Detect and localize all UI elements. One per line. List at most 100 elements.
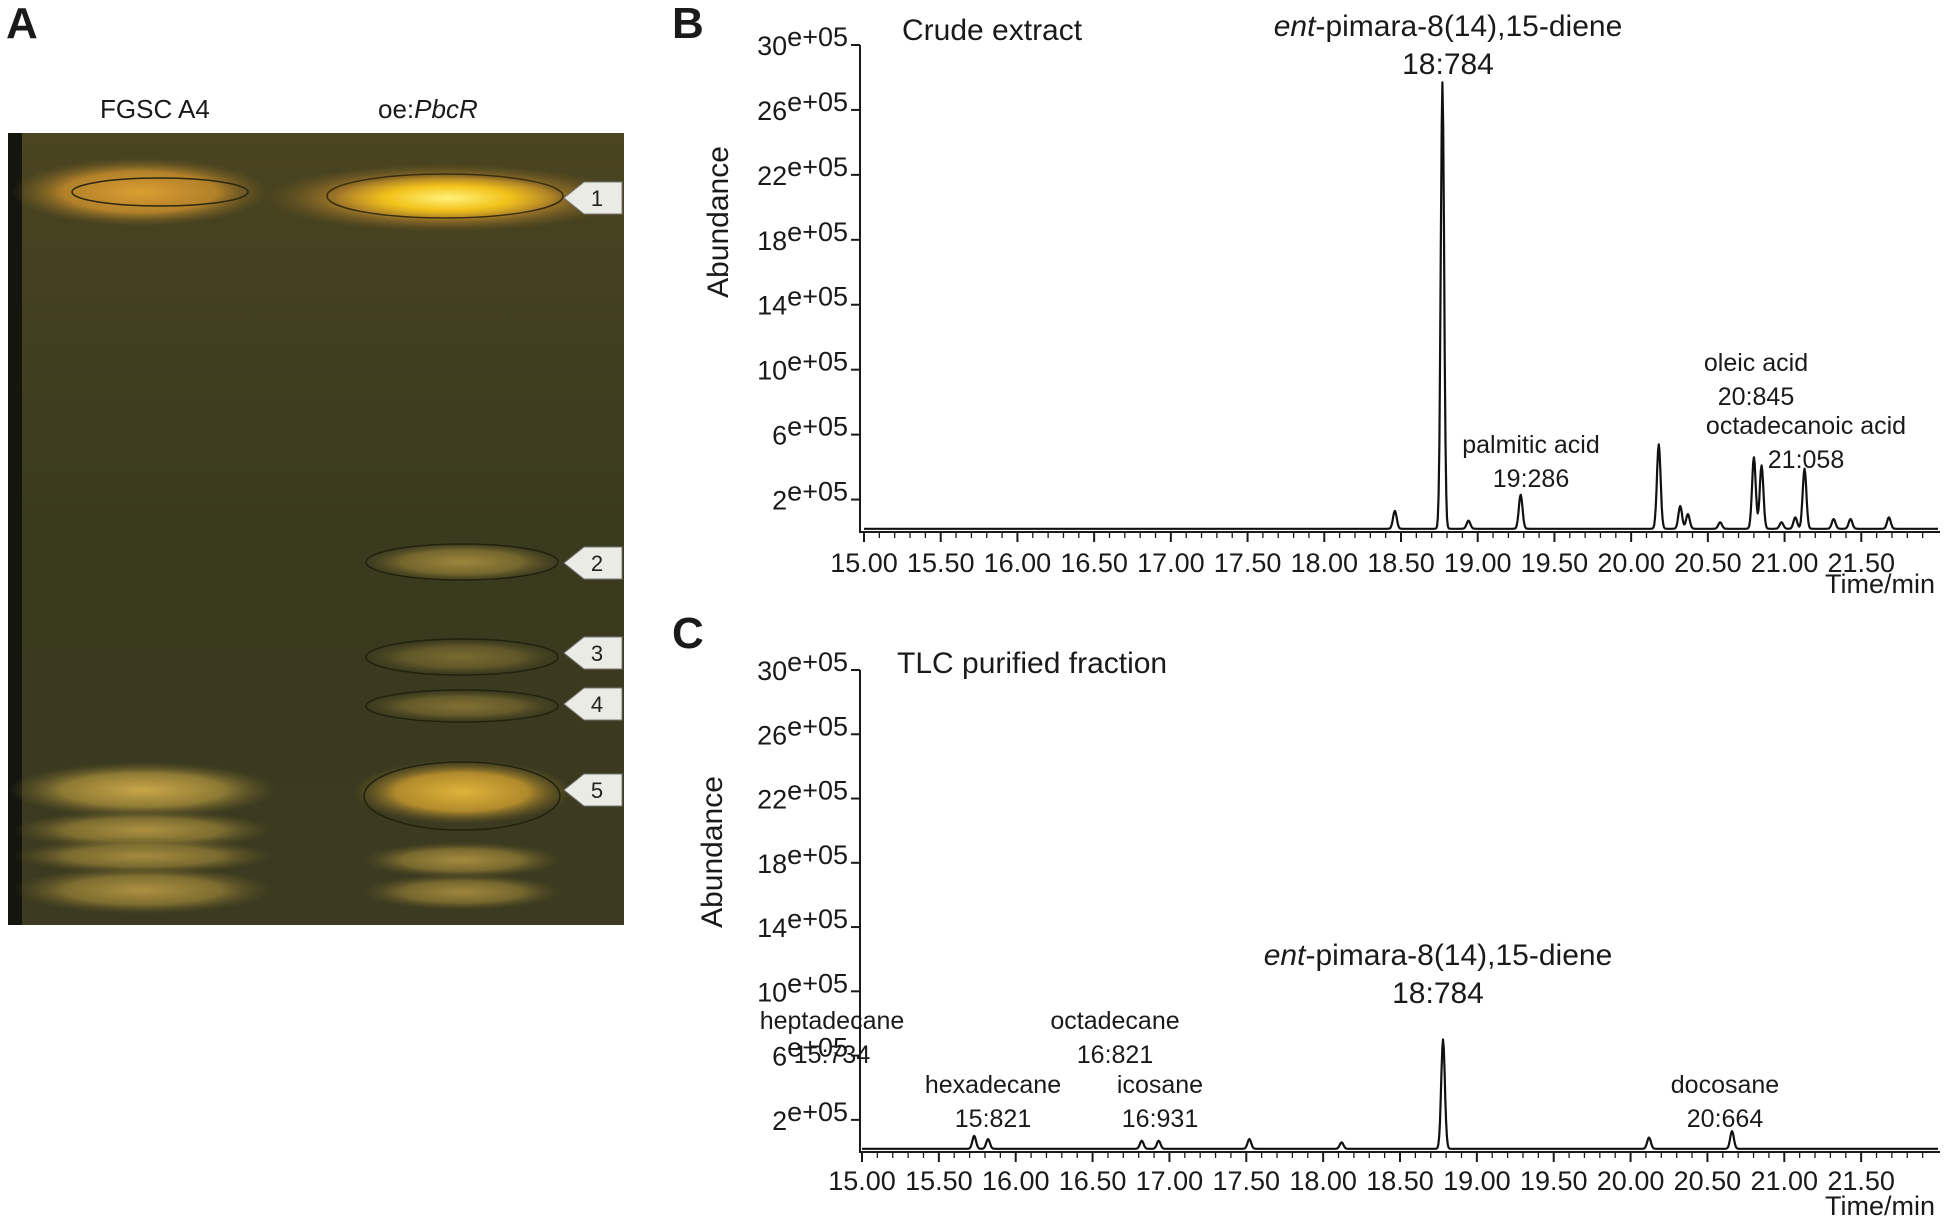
y-tick-label: 22e+05 bbox=[757, 152, 848, 191]
x-tick-label: 16.50 bbox=[1060, 548, 1128, 578]
band-marker-label-2: 2 bbox=[591, 551, 603, 576]
tlc-left-band-8 bbox=[13, 866, 273, 914]
chart-c-trace bbox=[861, 1038, 1939, 1150]
chart-c-annotation-docosane-rt: 20:664 bbox=[1687, 1105, 1764, 1133]
tlc-right-band-2 bbox=[362, 542, 562, 582]
y-tick-label: 2e+05 bbox=[772, 1097, 848, 1136]
x-tick-label: 15.50 bbox=[905, 1166, 973, 1196]
tlc-outline-band-1 bbox=[326, 173, 564, 219]
tlc-right-band-1 bbox=[336, 176, 560, 220]
chart-b-trace bbox=[863, 81, 1939, 530]
band-marker-2: 2 bbox=[563, 546, 623, 580]
x-tick-label: 21.00 bbox=[1750, 1166, 1818, 1196]
band-marker-4: 4 bbox=[563, 687, 623, 721]
y-tick-label: 30e+05 bbox=[757, 647, 848, 686]
x-tick-label: 15.00 bbox=[828, 1166, 896, 1196]
chart-c-annotation-pimaradiene: ent-pimara-8(14),15-diene bbox=[1264, 939, 1613, 972]
tlc-left-band-5 bbox=[8, 762, 278, 818]
tlc-outline-band-5 bbox=[363, 761, 561, 831]
chart-c-y-ticks: 2e+05 6e+05 10e+05 14e+05 18e+05 22e+05 26e+05… bbox=[757, 647, 860, 1136]
x-tick-label: 21.50 bbox=[1827, 548, 1895, 578]
chart-b-annotation-octadecanoic-rt: 21:058 bbox=[1768, 446, 1844, 474]
chart-b-annotation-pimaradiene: ent-pimara-8(14),15-diene bbox=[1274, 10, 1623, 43]
x-tick-label: 15.50 bbox=[907, 548, 975, 578]
chart-b-axes bbox=[859, 45, 1940, 533]
tlc-left-band-7 bbox=[13, 838, 273, 874]
panel-letter-b: B bbox=[672, 0, 704, 48]
chart-b-annotation-oleic-rt: 20:845 bbox=[1718, 383, 1794, 411]
chart-c-annotation-octadecane: octadecane bbox=[1050, 1007, 1179, 1035]
x-tick-label: 16.50 bbox=[1059, 1166, 1127, 1196]
x-tick-label: 15.00 bbox=[830, 548, 898, 578]
panel-letter-a: A bbox=[6, 0, 38, 48]
tlc-outline-band-2 bbox=[365, 543, 559, 581]
y-tick-label: 22e+05 bbox=[757, 776, 848, 815]
x-tick-label: 16.00 bbox=[982, 1166, 1050, 1196]
chart-c-annotation-octadecane-rt: 16:821 bbox=[1077, 1041, 1153, 1069]
tlc-outline-band-4 bbox=[365, 689, 559, 723]
chart-b-annotation-octadecanoic: octadecanoic acid bbox=[1706, 412, 1906, 440]
y-tick-label: 6e+05 bbox=[772, 1033, 848, 1072]
chart-c-title: TLC purified fraction bbox=[897, 647, 1167, 680]
tlc-right-band-6 bbox=[362, 842, 562, 878]
tlc-right-band-7 bbox=[362, 874, 562, 910]
x-tick-label: 18.50 bbox=[1367, 548, 1435, 578]
tlc-left-origin bbox=[12, 158, 268, 226]
x-tick-label: 16.00 bbox=[984, 548, 1052, 578]
chart-c-annotation-icosane-rt: 16:931 bbox=[1122, 1105, 1198, 1133]
chart-b-annotation-palmitic-rt: 19:286 bbox=[1493, 465, 1569, 493]
x-tick-label: 21.00 bbox=[1751, 548, 1819, 578]
x-tick-label: 20.50 bbox=[1674, 1166, 1742, 1196]
y-tick-label: 10e+05 bbox=[757, 968, 848, 1007]
tlc-right-band-4 bbox=[364, 690, 560, 722]
x-tick-label: 18.00 bbox=[1289, 1166, 1357, 1196]
x-tick-label: 18.50 bbox=[1366, 1166, 1434, 1196]
lane-label-gene: PbcR bbox=[414, 94, 478, 124]
x-tick-label: 17.50 bbox=[1214, 548, 1282, 578]
chart-c-annotation-pimaradiene-rest: -pimara-8(14),15-diene bbox=[1305, 939, 1612, 972]
tlc-right-band-3 bbox=[364, 639, 560, 675]
x-tick-label: 18.00 bbox=[1290, 548, 1358, 578]
x-tick-label: 17.00 bbox=[1137, 548, 1205, 578]
panel-letter-c: C bbox=[672, 609, 704, 658]
x-tick-label: 19.50 bbox=[1520, 1166, 1588, 1196]
chart-tlc-purified: TLC purified fraction Abundance 15.00 15.… bbox=[696, 647, 1940, 1220]
chart-c-annotation-docosane: docosane bbox=[1671, 1071, 1779, 1099]
x-tick-label: 19.50 bbox=[1521, 548, 1589, 578]
chart-c-ylabel: Abundance bbox=[696, 776, 729, 928]
x-tick-label: 20.50 bbox=[1674, 548, 1742, 578]
y-tick-label: 10e+05 bbox=[757, 347, 848, 386]
chart-b-annotation-oleic: oleic acid bbox=[1704, 349, 1808, 377]
y-tick-label: 30e+05 bbox=[757, 22, 848, 61]
x-tick-label: 21.50 bbox=[1827, 1166, 1895, 1196]
x-tick-label: 19.00 bbox=[1443, 1166, 1511, 1196]
chart-c-xlabel: Time/min bbox=[1825, 1191, 1935, 1220]
chart-c-x-ticks: 15.00 15.50 16.00 16.50 17.00 17.50 18.00 18.50… bbox=[828, 1152, 1924, 1196]
tlc-right-band-5 bbox=[352, 760, 572, 824]
chart-c-annotation-hexadecane: hexadecane bbox=[925, 1071, 1061, 1099]
band-marker-1: 1 bbox=[563, 181, 623, 215]
chart-c-annotation-pimaradiene-prefix: ent bbox=[1264, 939, 1307, 972]
chart-b-xlabel: Time/min bbox=[1825, 569, 1935, 599]
y-tick-label: 18e+05 bbox=[757, 217, 848, 256]
y-tick-label: 26e+05 bbox=[757, 711, 848, 750]
band-marker-label-1: 1 bbox=[591, 186, 603, 211]
x-tick-label: 17.50 bbox=[1212, 1166, 1280, 1196]
x-tick-label: 19.00 bbox=[1444, 548, 1512, 578]
chart-c-annotation-pimaradiene-rt: 18:784 bbox=[1392, 977, 1484, 1010]
chart-b-y-ticks: 2e+05 6e+05 10e+05 14e+05 18e+05 22e+05 26e+05… bbox=[757, 22, 860, 516]
tlc-band-markers: 1 2 3 4 5 bbox=[563, 181, 623, 807]
chart-c-axes bbox=[859, 670, 1940, 1153]
lane-label-oe-pbcr: oe:PbcR bbox=[378, 94, 478, 124]
chart-c-annotation-heptadecane: heptadecane bbox=[760, 1007, 905, 1035]
chart-c-annotation-heptadecane-rt: 15:734 bbox=[794, 1041, 871, 1069]
y-tick-label: 14e+05 bbox=[757, 904, 848, 943]
chart-b-ylabel: Abundance bbox=[702, 146, 735, 298]
chart-b-title: Crude extract bbox=[902, 14, 1083, 47]
y-tick-label: 18e+05 bbox=[757, 840, 848, 879]
chart-c-annotation-icosane: icosane bbox=[1117, 1071, 1203, 1099]
lane-label-prefix: oe: bbox=[378, 94, 414, 124]
y-tick-label: 6e+05 bbox=[772, 412, 848, 451]
tlc-left-band-6 bbox=[13, 810, 273, 850]
